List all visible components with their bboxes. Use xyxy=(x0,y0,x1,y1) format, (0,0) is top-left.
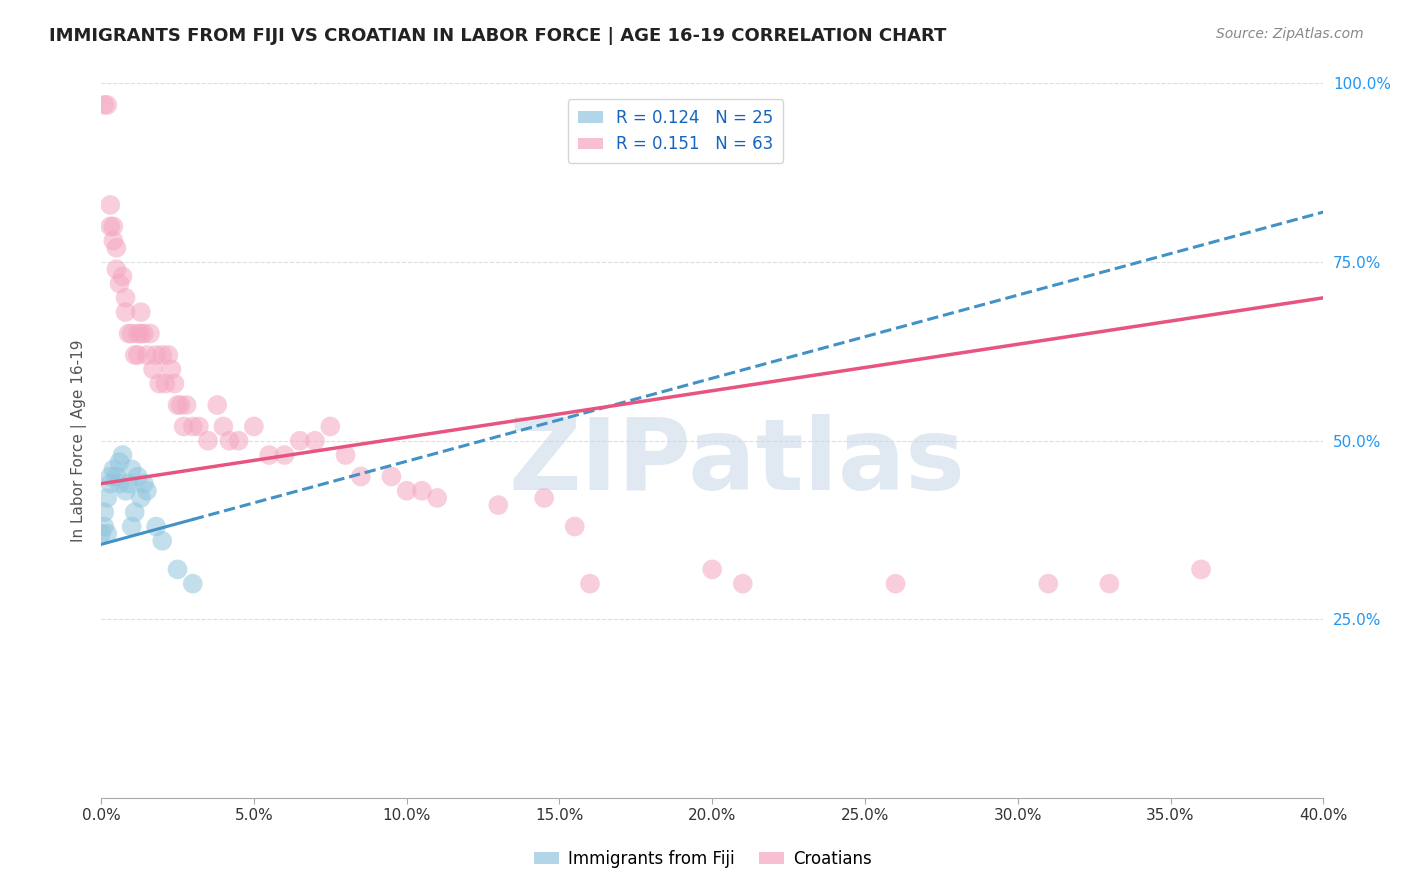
Point xyxy=(273,448,295,462)
Point xyxy=(380,469,402,483)
Point xyxy=(160,362,183,376)
Point xyxy=(257,448,280,462)
Point xyxy=(136,483,159,498)
Point xyxy=(197,434,219,448)
Point xyxy=(98,469,121,483)
Point xyxy=(181,576,204,591)
Point xyxy=(335,448,357,462)
Point xyxy=(96,491,118,505)
Point xyxy=(228,434,250,448)
Point xyxy=(117,326,139,341)
Point xyxy=(207,398,229,412)
Point xyxy=(288,434,311,448)
Point xyxy=(129,491,152,505)
Point xyxy=(148,376,170,391)
Point xyxy=(105,262,128,277)
Point xyxy=(395,483,418,498)
Point xyxy=(304,434,326,448)
Point xyxy=(105,241,128,255)
Point xyxy=(93,519,115,533)
Point xyxy=(579,576,602,591)
Legend: Immigrants from Fiji, Croatians: Immigrants from Fiji, Croatians xyxy=(527,844,879,875)
Point xyxy=(114,291,136,305)
Point xyxy=(124,505,146,519)
Point xyxy=(486,498,509,512)
Point xyxy=(108,455,131,469)
Point xyxy=(533,491,555,505)
Point xyxy=(411,483,433,498)
Point xyxy=(243,419,266,434)
Point xyxy=(176,398,198,412)
Point xyxy=(1038,576,1060,591)
Point xyxy=(93,505,115,519)
Point xyxy=(111,448,134,462)
Point xyxy=(129,326,152,341)
Y-axis label: In Labor Force | Age 16-19: In Labor Force | Age 16-19 xyxy=(72,340,87,542)
Point xyxy=(426,491,449,505)
Point xyxy=(181,419,204,434)
Point xyxy=(132,476,155,491)
Point xyxy=(129,305,152,319)
Point xyxy=(212,419,235,434)
Point xyxy=(142,362,165,376)
Point xyxy=(103,234,125,248)
Point xyxy=(93,98,115,112)
Point xyxy=(150,348,173,362)
Point xyxy=(166,398,188,412)
Point xyxy=(90,526,112,541)
Point xyxy=(121,326,143,341)
Point xyxy=(132,326,155,341)
Point xyxy=(169,398,191,412)
Point xyxy=(98,476,121,491)
Point xyxy=(114,483,136,498)
Point xyxy=(98,219,121,234)
Text: ZIPatlas: ZIPatlas xyxy=(508,414,965,511)
Point xyxy=(319,419,342,434)
Text: IMMIGRANTS FROM FIJI VS CROATIAN IN LABOR FORCE | AGE 16-19 CORRELATION CHART: IMMIGRANTS FROM FIJI VS CROATIAN IN LABO… xyxy=(49,27,946,45)
Point xyxy=(121,462,143,476)
Point xyxy=(187,419,209,434)
Point xyxy=(1098,576,1121,591)
Point xyxy=(731,576,754,591)
Point xyxy=(136,348,159,362)
Point xyxy=(127,469,149,483)
Point xyxy=(884,576,907,591)
Point xyxy=(96,98,118,112)
Point xyxy=(98,198,121,212)
Point xyxy=(702,562,724,576)
Point xyxy=(127,326,149,341)
Point xyxy=(166,562,188,576)
Point xyxy=(163,376,186,391)
Point xyxy=(96,526,118,541)
Point xyxy=(157,348,180,362)
Point xyxy=(155,376,177,391)
Point xyxy=(111,269,134,284)
Point xyxy=(1189,562,1212,576)
Point xyxy=(105,469,128,483)
Point xyxy=(145,348,167,362)
Point xyxy=(103,219,125,234)
Point xyxy=(103,462,125,476)
Point xyxy=(218,434,240,448)
Text: Source: ZipAtlas.com: Source: ZipAtlas.com xyxy=(1216,27,1364,41)
Point xyxy=(127,348,149,362)
Point xyxy=(564,519,586,533)
Point xyxy=(350,469,373,483)
Point xyxy=(121,519,143,533)
Point xyxy=(108,476,131,491)
Point xyxy=(145,519,167,533)
Point xyxy=(139,326,162,341)
Point xyxy=(124,348,146,362)
Point xyxy=(117,476,139,491)
Point xyxy=(108,277,131,291)
Point xyxy=(150,533,173,548)
Point xyxy=(114,305,136,319)
Point xyxy=(173,419,195,434)
Legend: R = 0.124   N = 25, R = 0.151   N = 63: R = 0.124 N = 25, R = 0.151 N = 63 xyxy=(568,99,783,163)
